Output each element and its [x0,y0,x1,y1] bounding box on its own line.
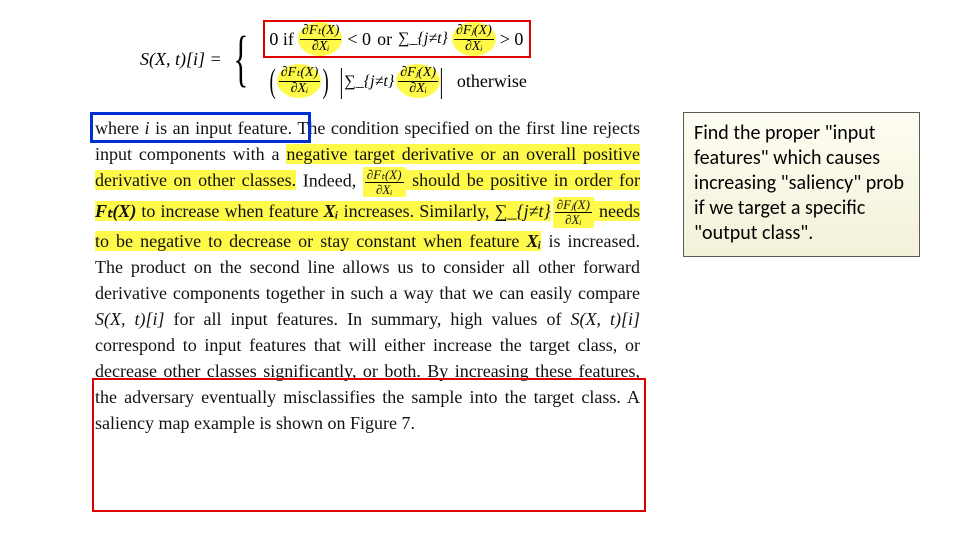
var-Sxt-2: S(X, t)[i] [570,309,640,329]
brace-left: { [233,28,248,90]
var-Xi-1: Xᵢ [324,201,339,221]
lt-zero: < 0 [347,29,371,50]
or-text: or [377,29,392,50]
sticky-text: Find the proper "input features" which c… [694,121,904,245]
hl-increase-when: to increase when feature [136,201,323,221]
txt-indeed: Indeed, [296,170,363,190]
var-Ft: Fₜ(X) [95,201,136,221]
case-zero-condition: 0 if ∂Fₜ(X) ∂Xᵢ < 0 or ∑_{j≠t} ∂Fⱼ(X) ∂X… [263,20,530,58]
red-summary-box [92,378,646,512]
sum-jneqt: ∑_{j≠t} [398,30,448,48]
hl-similarly: increases. Similarly, [339,201,495,221]
case-product: ( ∂Fₜ(X) ∂Xᵢ ) | ∑_{j≠t} [263,64,530,98]
paren-term1: ( ∂Fₜ(X) ∂Xᵢ ) [267,66,331,96]
otherwise-text: otherwise [457,71,527,92]
equation-cases: 0 if ∂Fₜ(X) ∂Xᵢ < 0 or ∑_{j≠t} ∂Fⱼ(X) ∂X… [263,20,530,99]
dFt-dXi-frac: ∂Fₜ(X) ∂Xᵢ [300,24,341,54]
var-Sxt-1: S(X, t)[i] [95,309,165,329]
hl-positive: should be positive in order for [406,170,640,190]
saliency-equation: S(X, t)[i] = { 0 if ∂Fₜ(X) ∂Xᵢ < 0 or ∑_… [140,20,660,99]
abs-term2: | ∑_{j≠t} ∂Fⱼ(X) ∂Xᵢ | [338,66,445,96]
blue-highlight-box [90,112,311,143]
var-Xi-2: Xᵢ [526,231,541,251]
inline-dFt-dXi: ∂Fₜ(X)∂Xᵢ [363,167,406,197]
equation-lhs: S(X, t)[i] = [140,49,222,70]
inline-sum: ∑_{j≠t} [495,201,551,221]
dFj-dXi-frac: ∂Fⱼ(X) ∂Xᵢ [454,24,494,54]
inline-dFj-dXi: ∂Fⱼ(X)∂Xᵢ [553,197,594,227]
annotation-sticky-note: Find the proper "input features" which c… [683,112,920,257]
gt-zero: > 0 [500,29,524,50]
case1-prefix: 0 if [269,29,294,50]
txt-summary: for all input features. In summary, high… [165,309,571,329]
